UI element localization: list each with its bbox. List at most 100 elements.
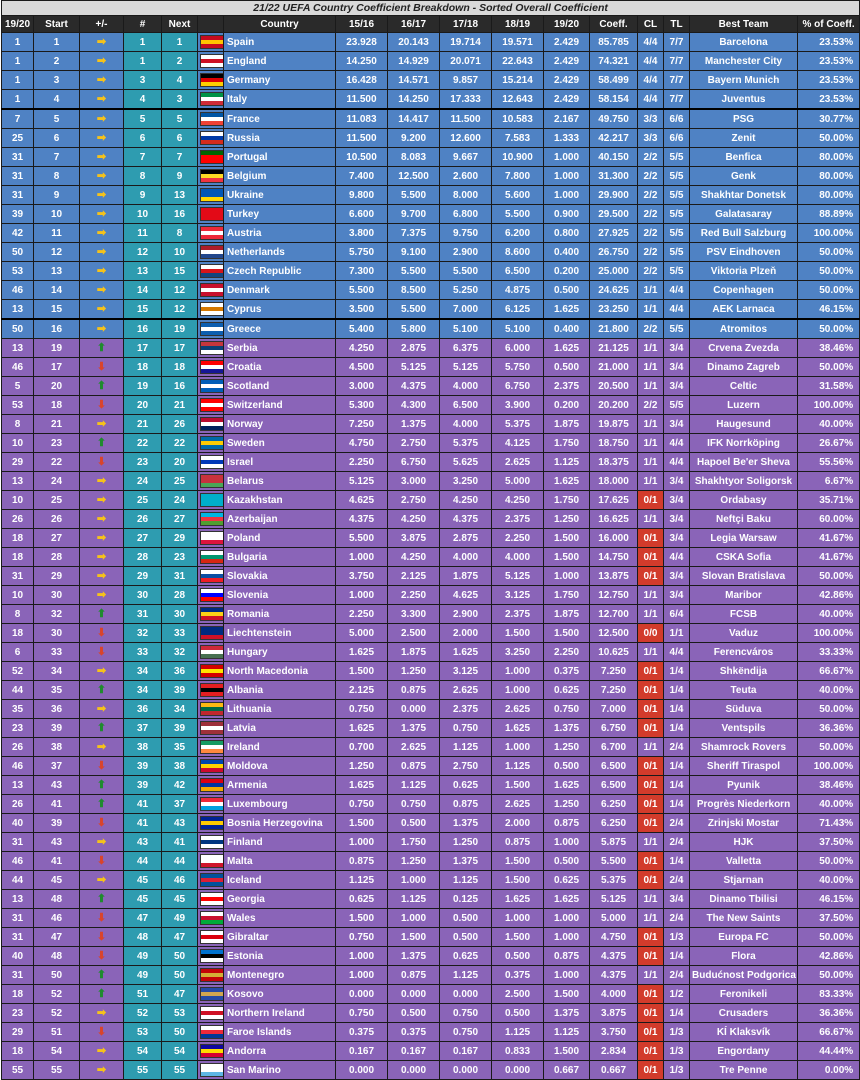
table-row[interactable]: 46 37 ⬇ 39 38 Moldova 1.250 0.875 2.750 1.125 0.50… (1, 756, 860, 776)
score-1819: 2.250 (491, 528, 544, 548)
table-row[interactable]: 8 32 ⬆ 31 30 Romania 2.250 3.300 2.900 2.375 1.875… (1, 604, 860, 624)
score-1920: 1.000 (543, 965, 590, 985)
table-row[interactable]: 53 13 ➡ 13 15 Czech Republic 7.300 5.500 5.500 6.… (1, 261, 860, 281)
table-row[interactable]: 18 28 ➡ 28 23 Bulgaria 1.000 4.250 4.000 4.000 1.5… (1, 547, 860, 567)
header-col-pct[interactable]: % of Coeff. (796, 15, 860, 33)
score-1617: 0.167 (387, 1041, 440, 1061)
table-row[interactable]: 52 34 ➡ 34 36 North Macedonia 1.500 1.250 3.125 1… (1, 661, 860, 681)
table-row[interactable]: 13 43 ⬆ 39 42 Armenia 1.625 1.125 0.625 1.500 1.62… (1, 775, 860, 795)
header-col-1819[interactable]: 18/19 (491, 15, 544, 33)
prev-rank-cell: 46 (1, 851, 34, 871)
table-row[interactable]: 13 24 ➡ 24 25 Belarus 5.125 3.000 3.250 5.000 1.62… (1, 471, 860, 491)
header-col-best-team[interactable]: Best Team (689, 15, 798, 33)
flag-icon (200, 455, 223, 469)
table-row[interactable]: 18 52 ⬆ 51 47 Kosovo 0.000 0.000 0.000 2.500 1.500… (1, 984, 860, 1004)
header-col-tl[interactable]: TL (663, 15, 690, 33)
rank-cell: 48 (123, 927, 162, 947)
best-team: The New Saints (689, 908, 798, 928)
table-row[interactable]: 29 51 ⬇ 53 50 Faroe Islands 0.375 0.375 0.750 1.1… (1, 1022, 860, 1042)
table-row[interactable]: 6 33 ⬇ 33 32 Hungary 1.625 1.875 1.625 3.250 2.250… (1, 642, 860, 662)
score-1617: 14.571 (387, 70, 440, 90)
table-row[interactable]: 13 15 ➡ 15 12 Cyprus 3.500 5.500 7.000 6.125 1.625… (1, 299, 860, 320)
header-col-cl[interactable]: CL (637, 15, 664, 33)
pct-of-coeff: 100.00% (796, 756, 860, 776)
header-col-1516[interactable]: 15/16 (335, 15, 388, 33)
header-col-1920[interactable]: 19/20 (1, 15, 34, 33)
table-row[interactable]: 39 10 ➡ 10 16 Turkey 6.600 9.700 6.800 5.500 0.900… (1, 204, 860, 224)
header-col-1617[interactable]: 16/17 (387, 15, 440, 33)
table-row[interactable]: 50 12 ➡ 12 10 Netherlands 5.750 9.100 2.900 8.600… (1, 242, 860, 262)
table-row[interactable]: 18 30 ⬇ 32 33 Liechtenstein 5.000 2.500 2.000 1.5… (1, 623, 860, 643)
rank-cell: 44 (123, 851, 162, 871)
score-1617: 1.875 (387, 642, 440, 662)
table-row[interactable]: 13 48 ⬆ 45 45 Georgia 0.625 1.125 0.125 1.625 1.62… (1, 889, 860, 909)
best-team: Luzern (689, 395, 798, 415)
flag-cell (197, 908, 224, 928)
table-row[interactable]: 1 1 ➡ 1 1 Spain 23.928 20.143 19.714 19.571 2.429 8… (1, 32, 860, 52)
table-row[interactable]: 40 48 ⬇ 49 50 Estonia 1.000 1.375 0.625 0.500 0.87… (1, 946, 860, 966)
cl-slots: 0/1 (637, 756, 664, 776)
table-row[interactable]: 5 20 ⬆ 19 16 Scotland 3.000 4.375 4.000 6.750 2.37… (1, 376, 860, 396)
rank-cell: 5 (123, 108, 162, 129)
score-1516: 7.400 (335, 166, 388, 186)
table-row[interactable]: 31 43 ➡ 43 41 Finland 1.000 1.750 1.250 0.875 1.00… (1, 832, 860, 852)
header-col-start[interactable]: Start (33, 15, 80, 33)
table-row[interactable]: 42 11 ➡ 11 8 Austria 3.800 7.375 9.750 6.200 0.800… (1, 223, 860, 243)
table-row[interactable]: 31 50 ⬆ 49 50 Montenegro 1.000 0.875 1.125 0.375 1… (1, 965, 860, 985)
table-row[interactable]: 31 46 ⬇ 47 49 Wales 1.500 1.000 0.500 1.000 1.000 5… (1, 908, 860, 928)
table-row[interactable]: 18 54 ➡ 54 54 Andorra 0.167 0.167 0.167 0.833 1.50… (1, 1041, 860, 1061)
table-row[interactable]: 7 5 ➡ 5 5 France 11.083 14.417 11.500 10.583 2.167… (1, 108, 860, 129)
table-row[interactable]: 31 8 ➡ 8 9 Belgium 7.400 12.500 2.600 7.800 1.000 3… (1, 166, 860, 186)
table-row[interactable]: 31 47 ⬇ 48 47 Gibraltar 0.750 1.500 0.500 1.500 1.… (1, 927, 860, 947)
country-name: France (223, 108, 336, 129)
table-row[interactable]: 26 26 ➡ 26 27 Azerbaijan 4.375 4.250 4.375 2.375 1… (1, 509, 860, 529)
table-row[interactable]: 18 27 ➡ 27 29 Poland 5.500 3.875 2.875 2.250 1.500… (1, 528, 860, 548)
header-col-flag[interactable] (197, 15, 224, 33)
table-row[interactable]: 35 36 ➡ 36 34 Lithuania 0.750 0.000 2.375 2.625 0.… (1, 699, 860, 719)
header-col-coeff[interactable]: Coeff. (589, 15, 638, 33)
start-rank-cell: 43 (33, 832, 80, 852)
table-row[interactable]: 26 41 ⬆ 41 37 Luxembourg 0.750 0.750 0.875 2.625 1… (1, 794, 860, 814)
table-row[interactable]: 50 16 ➡ 16 19 Greece 5.400 5.800 5.100 5.100 0.400… (1, 318, 860, 339)
table-row[interactable]: 13 19 ⬆ 17 17 Serbia 4.250 2.875 6.375 6.000 1.625… (1, 338, 860, 358)
table-row[interactable]: 8 21 ➡ 21 26 Norway 7.250 1.375 4.000 5.375 1.875 1… (1, 414, 860, 434)
score-1920: 1.500 (543, 623, 590, 643)
table-row[interactable]: 40 39 ⬇ 41 43 Bosnia Herzegovina 1.500 0.500 1.3… (1, 813, 860, 833)
total-slots: 2/4 (663, 965, 690, 985)
table-row[interactable]: 46 14 ➡ 14 12 Denmark 5.500 8.500 5.250 4.875 0.50… (1, 280, 860, 300)
change-cell: ➡ (79, 89, 124, 110)
table-row[interactable]: 25 6 ➡ 6 6 Russia 11.500 9.200 12.600 7.583 1.333 4… (1, 128, 860, 148)
table-row[interactable]: 44 45 ➡ 45 46 Iceland 1.125 1.000 1.125 1.500 0.62… (1, 870, 860, 890)
next-rank-cell: 39 (161, 718, 198, 738)
table-row[interactable]: 1 2 ➡ 1 2 England 14.250 14.929 20.071 22.643 2.42… (1, 51, 860, 71)
header-col-rank[interactable]: # (123, 15, 162, 33)
table-row[interactable]: 23 39 ⬆ 37 39 Latvia 1.625 1.375 0.750 1.625 1.375… (1, 718, 860, 738)
table-row[interactable]: 29 22 ⬇ 23 20 Israel 2.250 6.750 5.625 2.625 1.125… (1, 452, 860, 472)
rank-cell: 6 (123, 128, 162, 148)
table-row[interactable]: 53 18 ⬇ 20 21 Switzerland 5.300 4.300 6.500 3.900… (1, 395, 860, 415)
arrow-down-icon: ⬇ (96, 455, 107, 468)
table-row[interactable]: 31 7 ➡ 7 7 Portugal 10.500 8.083 9.667 10.900 1.00… (1, 147, 860, 167)
header-col-next[interactable]: Next (161, 15, 198, 33)
table-row[interactable]: 10 25 ➡ 25 24 Kazakhstan 4.625 2.750 4.250 4.250 1… (1, 490, 860, 510)
header-col-change[interactable]: +/- (79, 15, 124, 33)
total-slots: 5/5 (663, 242, 690, 262)
table-row[interactable]: 55 55 ➡ 55 55 San Marino 0.000 0.000 0.000 0.000 0… (1, 1060, 860, 1080)
header-col-1920-score[interactable]: 19/20 (543, 15, 590, 33)
table-row[interactable]: 23 52 ➡ 52 53 Northern Ireland 0.750 0.500 0.750… (1, 1003, 860, 1023)
pct-of-coeff: 50.00% (796, 318, 860, 339)
header-col-1718[interactable]: 17/18 (439, 15, 492, 33)
table-row[interactable]: 31 9 ➡ 9 13 Ukraine 9.800 5.500 8.000 5.600 1.000 2… (1, 185, 860, 205)
table-row[interactable]: 10 23 ⬆ 22 22 Sweden 4.750 2.750 5.375 4.125 1.750… (1, 433, 860, 453)
header-col-country[interactable]: Country (223, 15, 336, 33)
table-row[interactable]: 46 17 ⬇ 18 18 Croatia 4.500 5.125 5.125 5.750 0.50… (1, 357, 860, 377)
table-row[interactable]: 10 30 ➡ 30 28 Slovenia 1.000 2.250 4.625 3.125 1.7… (1, 585, 860, 605)
score-1920: 2.429 (543, 89, 590, 110)
table-row[interactable]: 1 4 ➡ 4 3 Italy 11.500 14.250 17.333 12.643 2.429 5… (1, 89, 860, 110)
table-row[interactable]: 46 41 ⬇ 44 44 Malta 0.875 1.250 1.375 1.500 0.500 5… (1, 851, 860, 871)
table-row[interactable]: 31 29 ➡ 29 31 Slovakia 3.750 2.125 1.875 5.125 1.0… (1, 566, 860, 586)
pct-of-coeff: 40.00% (796, 604, 860, 624)
table-row[interactable]: 26 38 ➡ 38 35 Ireland 0.700 2.625 1.125 1.000 1.25… (1, 737, 860, 757)
table-row[interactable]: 1 3 ➡ 3 4 Germany 16.428 14.571 9.857 15.214 2.429… (1, 70, 860, 90)
table-row[interactable]: 44 35 ⬆ 34 39 Albania 2.125 0.875 2.625 1.000 0.62… (1, 680, 860, 700)
